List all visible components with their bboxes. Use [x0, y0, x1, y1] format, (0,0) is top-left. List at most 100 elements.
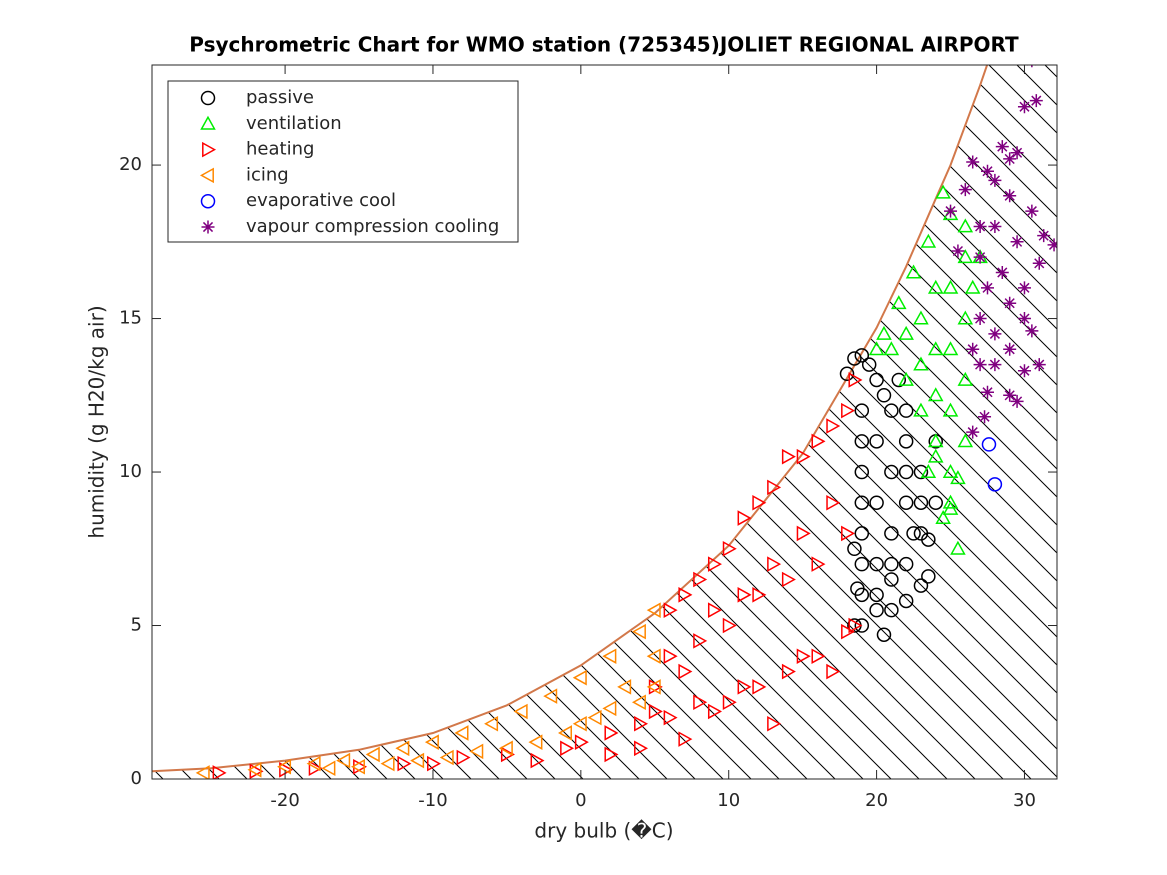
- point: [707, 556, 722, 572]
- point: [861, 357, 877, 372]
- point: [247, 762, 262, 778]
- point: [1032, 256, 1046, 270]
- y-tick-label: 5: [131, 615, 142, 636]
- point: [811, 556, 826, 572]
- point: [811, 648, 826, 664]
- point: [767, 715, 782, 732]
- point: [921, 532, 936, 547]
- point: [898, 556, 914, 572]
- point: [646, 602, 661, 618]
- point: [722, 541, 737, 557]
- point: [980, 385, 994, 399]
- point: [854, 495, 870, 510]
- point: [966, 155, 980, 169]
- plot-layer: [152, 65, 1057, 779]
- point: [336, 752, 351, 769]
- point: [1032, 358, 1046, 372]
- legend-marker: [200, 193, 216, 209]
- point: [884, 602, 899, 618]
- point: [439, 749, 454, 766]
- point: [560, 740, 575, 757]
- point: [957, 433, 974, 448]
- point: [631, 694, 646, 711]
- point: [913, 464, 929, 480]
- point: [854, 403, 870, 418]
- point: [927, 341, 944, 356]
- point: [839, 366, 855, 382]
- point: [528, 734, 543, 750]
- point: [796, 525, 811, 542]
- point: [572, 669, 587, 686]
- point: [617, 679, 632, 695]
- legend-marker: [200, 90, 216, 106]
- point: [966, 342, 980, 356]
- point: [950, 470, 966, 485]
- point: [572, 715, 587, 732]
- x-tick-label: 30: [1013, 790, 1036, 811]
- legend-marker: [201, 220, 215, 234]
- point: [942, 500, 959, 515]
- point: [973, 312, 987, 326]
- point: [631, 623, 646, 640]
- point: [796, 448, 811, 465]
- point: [1017, 364, 1031, 378]
- y-tick-label: 15: [119, 308, 142, 329]
- point: [848, 372, 863, 388]
- point: [634, 715, 649, 732]
- point: [973, 219, 987, 233]
- point: [530, 752, 545, 769]
- point: [951, 244, 965, 258]
- point: [898, 434, 914, 449]
- point: [646, 648, 661, 664]
- point: [365, 746, 380, 763]
- point: [913, 495, 929, 510]
- point: [558, 725, 573, 741]
- point: [884, 526, 899, 541]
- point: [913, 310, 929, 325]
- point: [869, 602, 884, 618]
- point: [913, 356, 929, 371]
- point: [957, 249, 974, 264]
- point: [350, 758, 365, 775]
- point: [1010, 146, 1024, 160]
- point: [847, 351, 862, 366]
- point: [648, 703, 663, 720]
- point: [935, 184, 951, 199]
- point: [427, 755, 442, 772]
- point: [920, 233, 937, 248]
- point: [454, 725, 469, 741]
- legend-label: evaporative cool: [246, 190, 396, 211]
- y-tick-label: 10: [119, 461, 142, 482]
- point: [981, 437, 997, 452]
- point: [574, 734, 589, 750]
- y-tick-label: 20: [119, 154, 142, 175]
- point: [663, 648, 678, 664]
- legend-marker: [199, 167, 214, 184]
- x-tick-label: 10: [717, 790, 740, 811]
- point: [752, 587, 767, 603]
- point: [484, 715, 499, 732]
- point: [737, 679, 752, 695]
- point: [469, 743, 484, 760]
- point: [195, 765, 210, 779]
- point: [646, 679, 661, 695]
- point: [847, 541, 862, 557]
- point: [693, 571, 708, 588]
- point: [796, 648, 811, 664]
- point: [957, 310, 974, 325]
- point: [1037, 229, 1051, 243]
- point: [1003, 189, 1017, 203]
- point: [604, 725, 619, 741]
- point: [876, 325, 892, 340]
- point: [973, 250, 987, 264]
- point: [308, 760, 323, 777]
- legend-label: heating: [246, 139, 314, 160]
- point: [958, 183, 972, 197]
- point: [987, 477, 1003, 492]
- point: [1003, 152, 1017, 166]
- point: [906, 526, 921, 541]
- point: [928, 495, 943, 510]
- point: [964, 279, 981, 294]
- point: [767, 479, 782, 496]
